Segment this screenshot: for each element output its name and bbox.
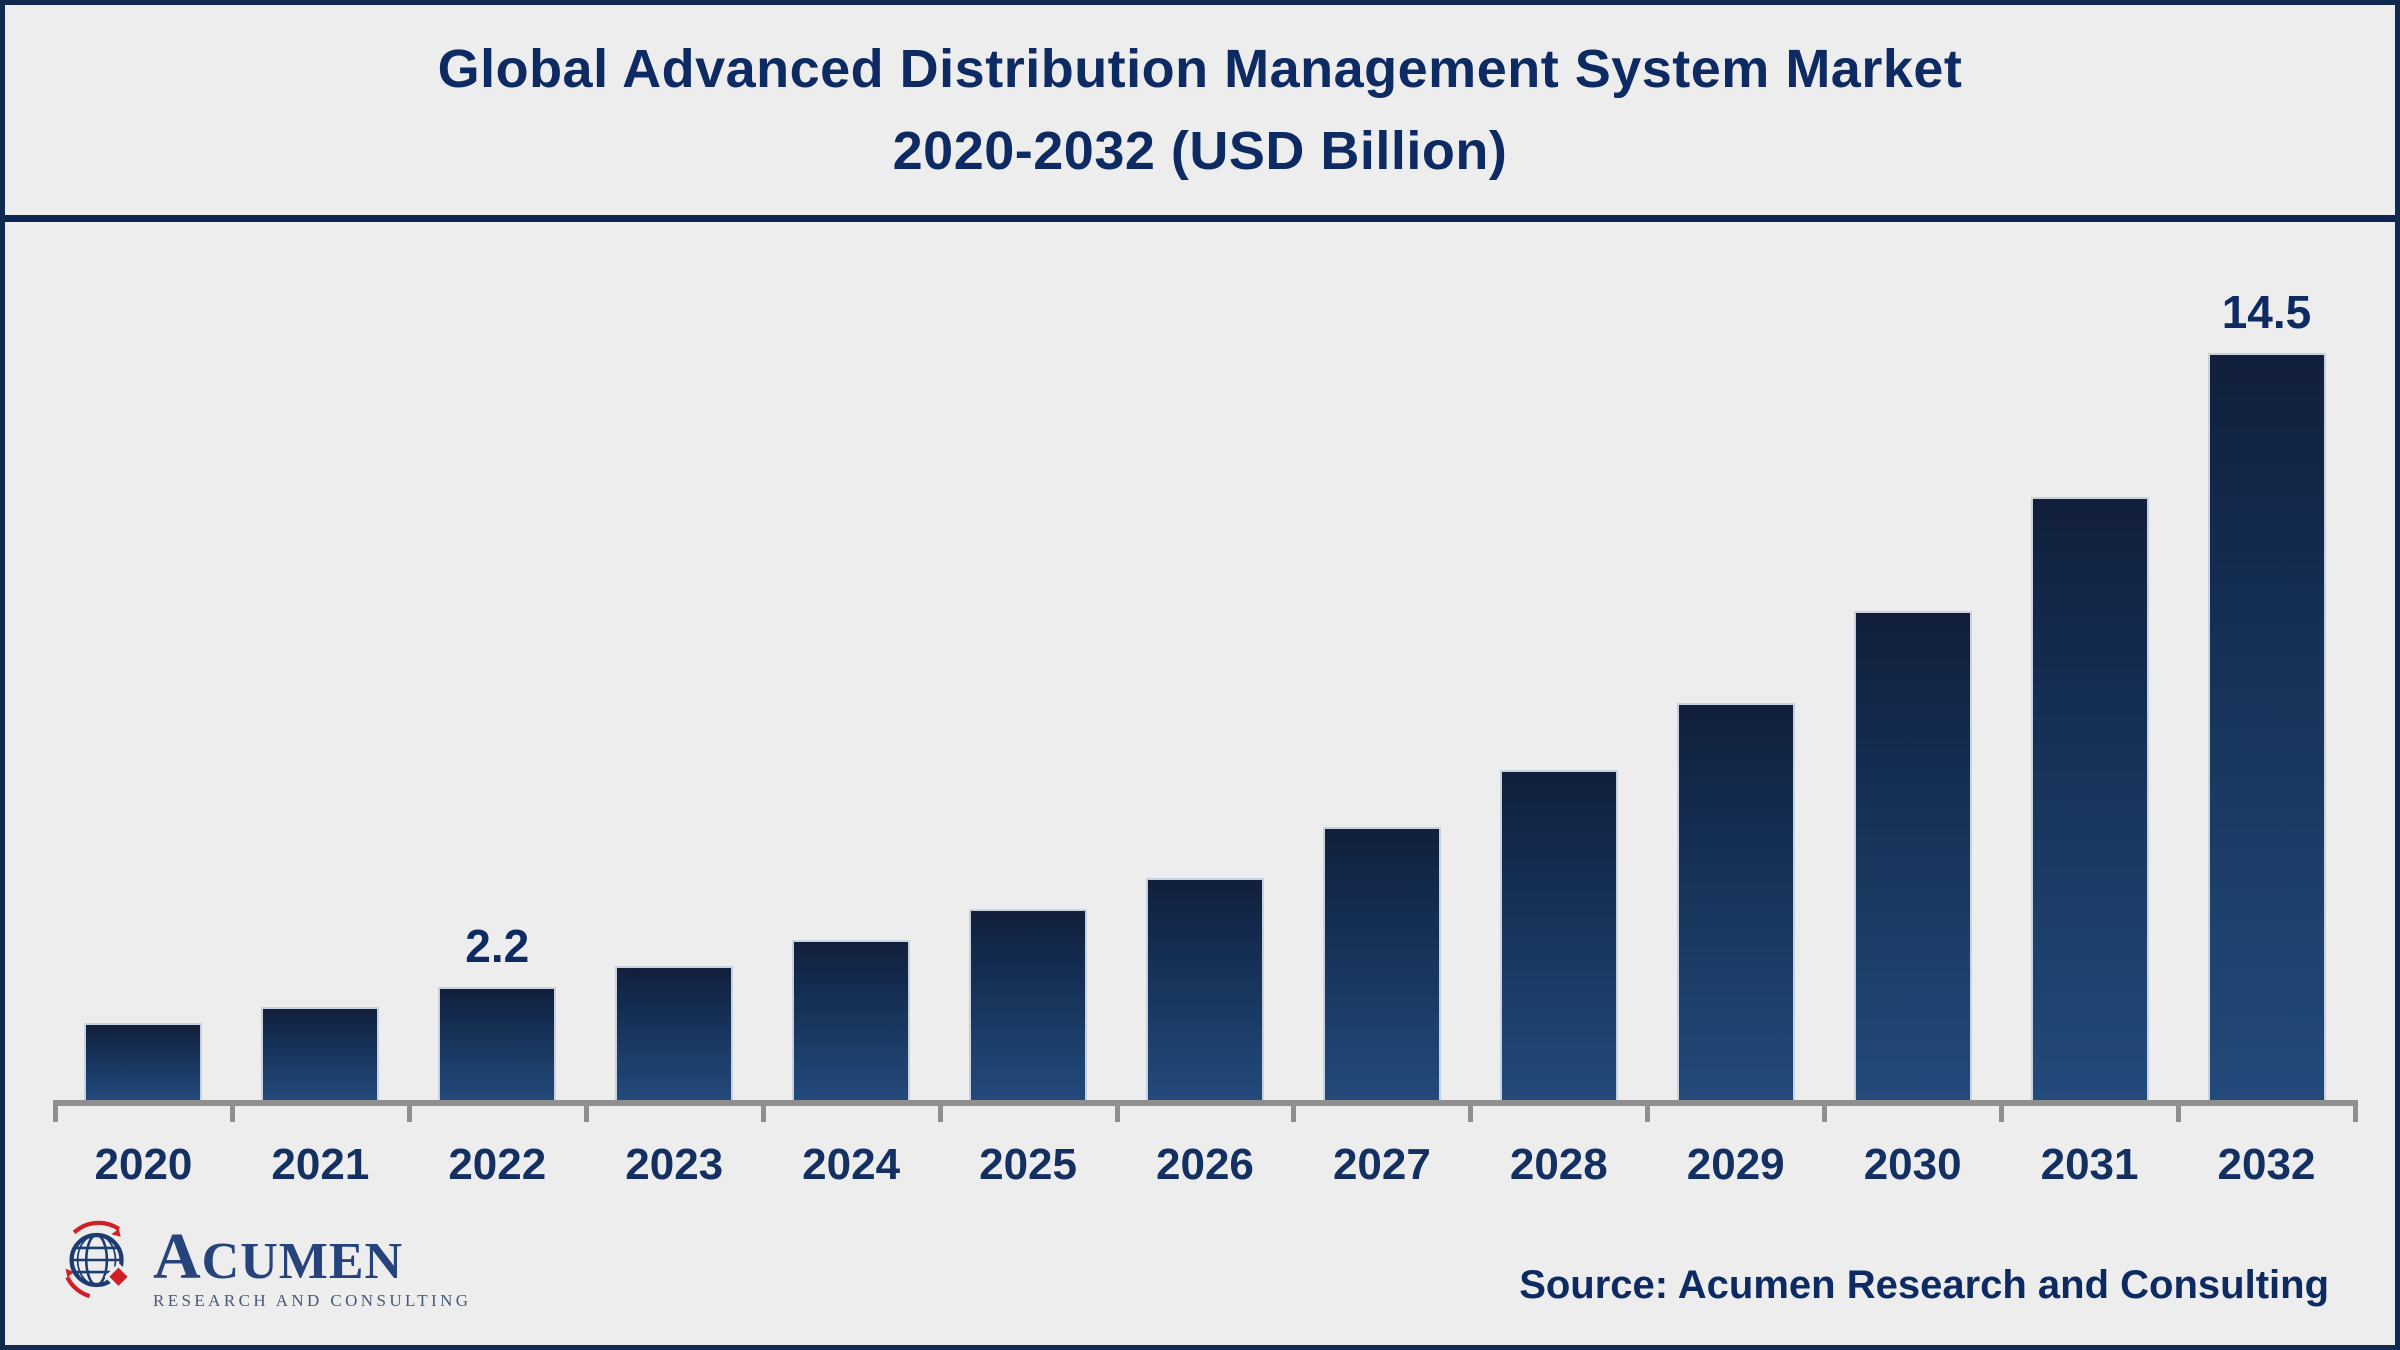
- bar-2023: [615, 966, 734, 1100]
- x-tick-label-2024: 2024: [802, 1140, 901, 1189]
- source-text: Acumen Research and Consulting: [1677, 1263, 2329, 1307]
- data-label-2022: 2.2: [465, 920, 530, 972]
- data-label-2032: 14.5: [2221, 286, 2312, 338]
- axis-tick: [2176, 1100, 2182, 1122]
- axis-tick: [1999, 1100, 2005, 1122]
- x-tick-label-2025: 2025: [979, 1140, 1077, 1189]
- chart-title-line2: 2020-2032 (USD Billion): [892, 121, 1508, 181]
- x-tick-label-2020: 2020: [94, 1140, 193, 1189]
- bar-2030: [1853, 611, 1972, 1100]
- globe-icon: [65, 1220, 133, 1299]
- x-tick-label-2031: 2031: [2040, 1140, 2139, 1189]
- axis-tick: [1291, 1100, 1297, 1122]
- bar-2025: [969, 909, 1088, 1100]
- bar-2021: [261, 1007, 380, 1100]
- acumen-logo: ACUMEN RESEARCH AND CONSULTING: [57, 1217, 471, 1327]
- bar-2031: [2030, 497, 2149, 1100]
- axis-tick: [229, 1100, 235, 1122]
- axis-tick: [937, 1100, 943, 1122]
- source-prefix: Source:: [1519, 1263, 1669, 1307]
- bar-2026: [1145, 878, 1264, 1100]
- logo-name-initial: A: [153, 1220, 202, 1293]
- x-tick-label-2026: 2026: [1156, 1140, 1254, 1189]
- bar-2020: [84, 1023, 203, 1100]
- x-tick-label-2032: 2032: [2217, 1140, 2316, 1189]
- bar-2024: [792, 940, 911, 1100]
- axis-tick: [2352, 1100, 2358, 1122]
- x-tick-label-2021: 2021: [271, 1140, 370, 1189]
- x-tick-label-2028: 2028: [1509, 1140, 1608, 1189]
- bar-chart-plot-area: 2020 2021 2022 2.2 2023 2024 2025 2026 2027 2028 2…: [5, 229, 2400, 1209]
- axis-tick: [406, 1100, 412, 1122]
- axis-tick: [53, 1100, 58, 1122]
- chart-title-line1: Global Advanced Distribution Management …: [437, 39, 1963, 99]
- x-axis-line: [55, 1100, 2355, 1106]
- bar-2032: [2207, 353, 2326, 1100]
- x-tick-label-2023: 2023: [625, 1140, 724, 1189]
- axis-tick: [760, 1100, 766, 1122]
- chart-title: Global Advanced Distribution Management …: [438, 28, 1963, 192]
- title-block: Global Advanced Distribution Management …: [5, 5, 2395, 222]
- axis-tick: [1468, 1100, 1474, 1122]
- bar-2022: [438, 987, 557, 1100]
- axis-tick: [583, 1100, 589, 1122]
- bar-2028: [1499, 770, 1618, 1100]
- x-tick-label-2022: 2022: [448, 1140, 547, 1189]
- axis-tick: [1822, 1100, 1828, 1122]
- logo-name-rest: CUMEN: [201, 1233, 404, 1290]
- axis-tick: [1645, 1100, 1651, 1122]
- logo-text: ACUMEN RESEARCH AND CONSULTING: [153, 1224, 472, 1311]
- x-tick-label-2029: 2029: [1686, 1140, 1785, 1189]
- x-tick-label-2027: 2027: [1332, 1140, 1431, 1189]
- source-note: Source: Acumen Research and Consulting: [1519, 1263, 2329, 1308]
- bar-2027: [1322, 827, 1441, 1100]
- x-tick-label-2030: 2030: [1863, 1140, 1962, 1189]
- axis-tick: [1114, 1100, 1120, 1122]
- bar-2029: [1676, 703, 1795, 1100]
- logo-subtitle: RESEARCH AND CONSULTING: [153, 1291, 472, 1310]
- logo-name: ACUMEN: [153, 1224, 471, 1290]
